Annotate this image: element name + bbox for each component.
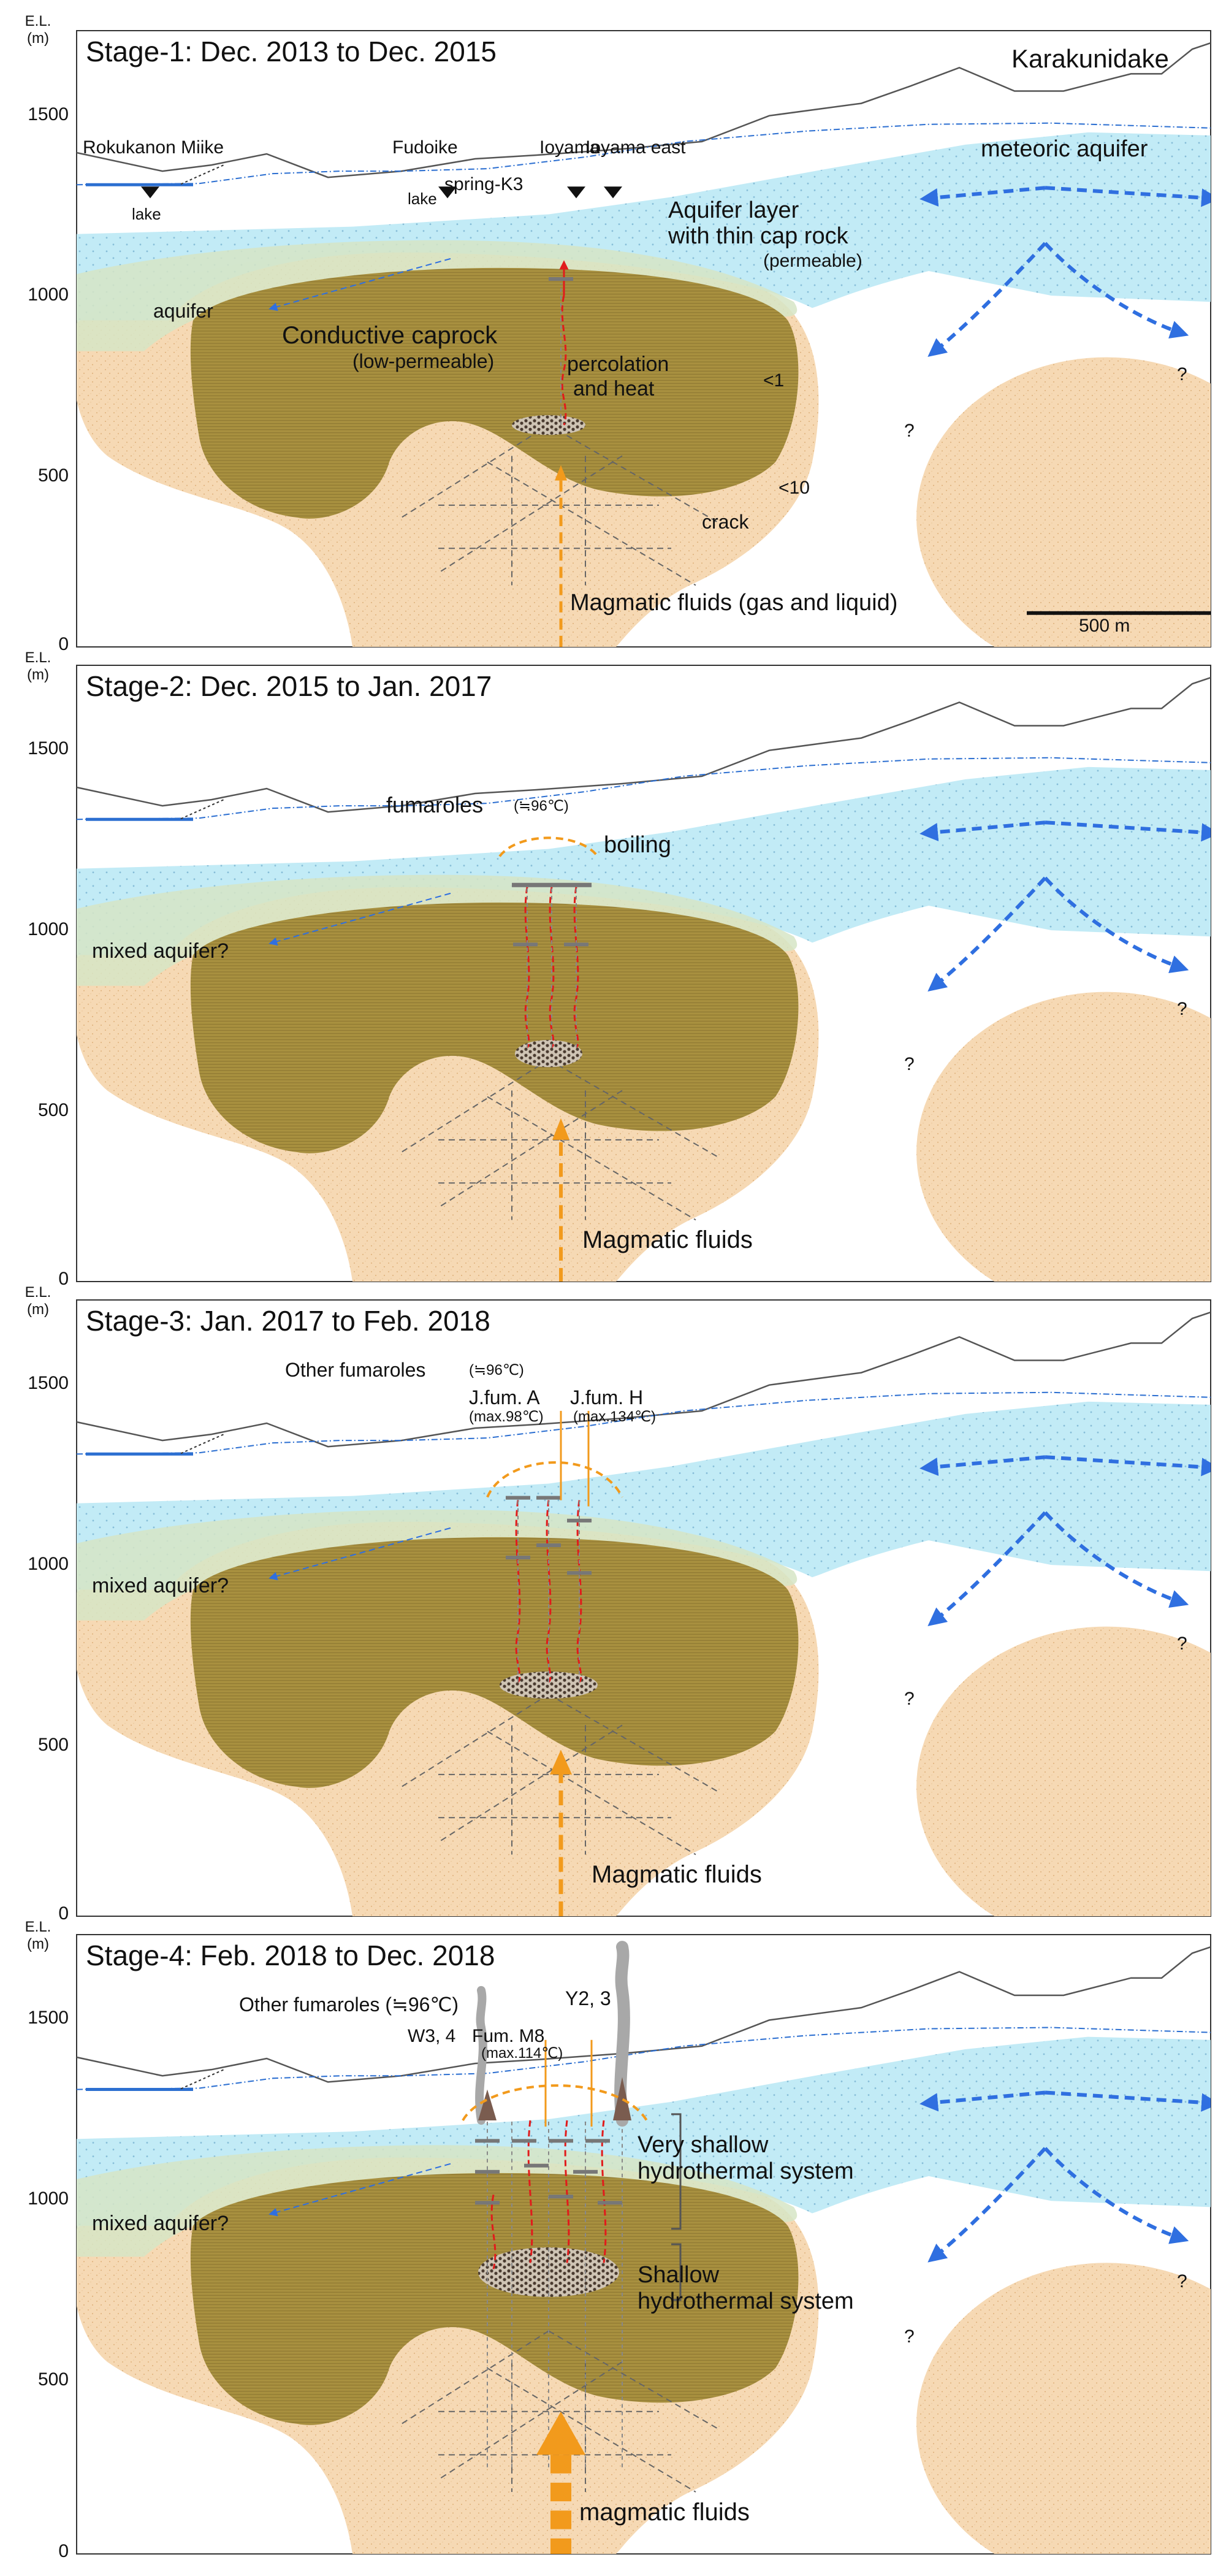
- label-jfum-h-temp: (max.134℃): [573, 1408, 656, 1425]
- stage-2-title: Stage-2: Dec. 2015 to Jan. 2017: [86, 670, 492, 702]
- axis-tick: 0: [58, 634, 69, 654]
- label-magmatic-fluids: Magmatic fluids (gas and liquid): [570, 590, 897, 616]
- stage-1-title: Stage-1: Dec. 2013 to Dec. 2015: [86, 36, 497, 67]
- label-aquifer-layer-2: with thin cap rock: [668, 223, 849, 249]
- label-fudoike: Fudoike: [392, 137, 458, 158]
- label-jfum-h: J.fum. H: [570, 1386, 643, 1408]
- label-ioyama-east: Ioyama east: [585, 137, 686, 158]
- label-question-left: ?: [904, 2326, 915, 2347]
- label-lake-mid: lake: [408, 189, 437, 208]
- label-karakunidake: Karakunidake: [1011, 44, 1169, 73]
- axis-tick: 500: [38, 2369, 69, 2390]
- axis-unit-top: E.L.: [25, 13, 51, 29]
- elevation-axis-stage-3: E.L. (m) 1500 1000 500 0: [25, 1284, 69, 1924]
- label-jfum-a-temp: (max.98℃): [469, 1408, 544, 1425]
- stage-3-panel: Stage-3: Jan. 2017 to Feb. 2018 Other fu…: [76, 1299, 1211, 1917]
- stage-3-title: Stage-3: Jan. 2017 to Feb. 2018: [86, 1305, 490, 1337]
- axis-tick: 0: [58, 2541, 69, 2561]
- label-fum-m8: Fum. M8: [472, 2026, 544, 2046]
- axis-tick: 1000: [28, 285, 69, 305]
- label-very-shallow-1: Very shallow: [638, 2132, 769, 2158]
- label-other-fumaroles: Other fumaroles: [285, 1359, 425, 1381]
- label-resist-10: <10: [779, 478, 810, 498]
- label-magmatic-fluids: Magmatic fluids: [592, 1861, 762, 1888]
- axis-unit-top: E.L.: [25, 1284, 51, 1301]
- label-question-right: ?: [1177, 2271, 1187, 2291]
- axis-tick: 1000: [28, 919, 69, 939]
- label-jfum-a: J.fum. A: [469, 1386, 540, 1408]
- elevation-axis-stage-4: E.L. (m) 1500 1000 500 0: [25, 1919, 69, 2561]
- axis-unit-bottom: (m): [27, 1936, 49, 1952]
- label-shallow-1: Shallow: [638, 2262, 720, 2288]
- label-aquifer: aquifer: [153, 300, 213, 322]
- label-mixed-aquifer: mixed aquifer?: [92, 2212, 229, 2235]
- label-question-left: ?: [904, 421, 915, 441]
- label-question-right: ?: [1177, 1634, 1187, 1654]
- label-meteoric-aquifer: meteoric aquifer: [981, 136, 1148, 162]
- axis-unit-bottom: (m): [27, 667, 49, 683]
- stage-2-panel: Stage-2: Dec. 2015 to Jan. 2017 fumarole…: [76, 665, 1211, 1282]
- label-w3-4: W3, 4: [408, 2026, 455, 2046]
- axis-tick: 500: [38, 465, 69, 486]
- axis-tick: 500: [38, 1735, 69, 1755]
- label-fum-m8-temp: (max.114℃): [481, 2045, 563, 2062]
- label-fumaroles-temp: (≒96℃): [514, 798, 569, 814]
- label-question-right: ?: [1177, 999, 1187, 1019]
- label-question-left: ?: [904, 1689, 915, 1709]
- label-lake-left: lake: [132, 205, 161, 223]
- axis-unit-top: E.L.: [25, 649, 51, 666]
- elevation-axis-stage-1: E.L. (m) 1500 1000 500 0: [25, 13, 69, 654]
- label-fumaroles: fumaroles: [386, 792, 483, 817]
- label-mixed-aquifer: mixed aquifer?: [92, 939, 229, 963]
- stage-4-title: Stage-4: Feb. 2018 to Dec. 2018: [86, 1940, 495, 1971]
- axis-tick: 500: [38, 1100, 69, 1120]
- axis-tick: 1000: [28, 2188, 69, 2209]
- label-crack: crack: [702, 511, 749, 533]
- label-spring-k3: spring-K3: [444, 174, 523, 194]
- label-boiling: boiling: [604, 832, 671, 858]
- label-magmatic-fluids: magmatic fluids: [579, 2499, 750, 2526]
- label-ioyama: Ioyama: [539, 137, 600, 158]
- label-magmatic-fluids: Magmatic fluids: [582, 1226, 753, 1253]
- stage-4-panel: Stage-4: Feb. 2018 to Dec. 2018 Other fu…: [76, 1934, 1211, 2555]
- axis-tick: 1500: [28, 104, 69, 124]
- label-percolation-2: and heat: [573, 377, 655, 400]
- label-caprock-2: (low-permeable): [352, 350, 494, 372]
- axis-tick: 1000: [28, 1554, 69, 1574]
- label-scale-bar: 500 m: [1079, 616, 1130, 636]
- label-y2-3: Y2, 3: [565, 1987, 611, 2009]
- axis-unit-top: E.L.: [25, 1919, 51, 1935]
- label-resist-1: <1: [763, 370, 784, 391]
- label-shallow-2: hydrothermal system: [638, 2288, 854, 2314]
- label-percolation-1: percolation: [567, 353, 669, 376]
- label-other-fumaroles-temp: (≒96℃): [469, 1362, 524, 1378]
- label-other-fumaroles: Other fumaroles (≒96℃): [239, 1993, 459, 2016]
- elevation-axis-stage-2: E.L. (m) 1500 1000 500 0: [25, 649, 69, 1289]
- label-question-left: ?: [904, 1054, 915, 1074]
- axis-tick: 1500: [28, 738, 69, 759]
- label-very-shallow-2: hydrothermal system: [638, 2158, 854, 2184]
- label-aquifer-layer-1: Aquifer layer: [668, 197, 799, 223]
- label-mixed-aquifer: mixed aquifer?: [92, 1574, 229, 1597]
- axis-unit-bottom: (m): [27, 1301, 49, 1318]
- axis-tick: 0: [58, 1269, 69, 1289]
- label-caprock-1: Conductive caprock: [282, 322, 498, 349]
- label-question-right: ?: [1177, 364, 1187, 384]
- axis-unit-bottom: (m): [27, 30, 49, 47]
- label-aquifer-layer-3: (permeable): [763, 251, 862, 271]
- axis-tick: 1500: [28, 1373, 69, 1393]
- stage-1-panel: Stage-1: Dec. 2013 to Dec. 2015 Karakuni…: [76, 30, 1211, 648]
- label-rokukanon: Rokukanon Miike: [83, 137, 224, 158]
- axis-tick: 1500: [28, 2008, 69, 2028]
- axis-tick: 0: [58, 1903, 69, 1924]
